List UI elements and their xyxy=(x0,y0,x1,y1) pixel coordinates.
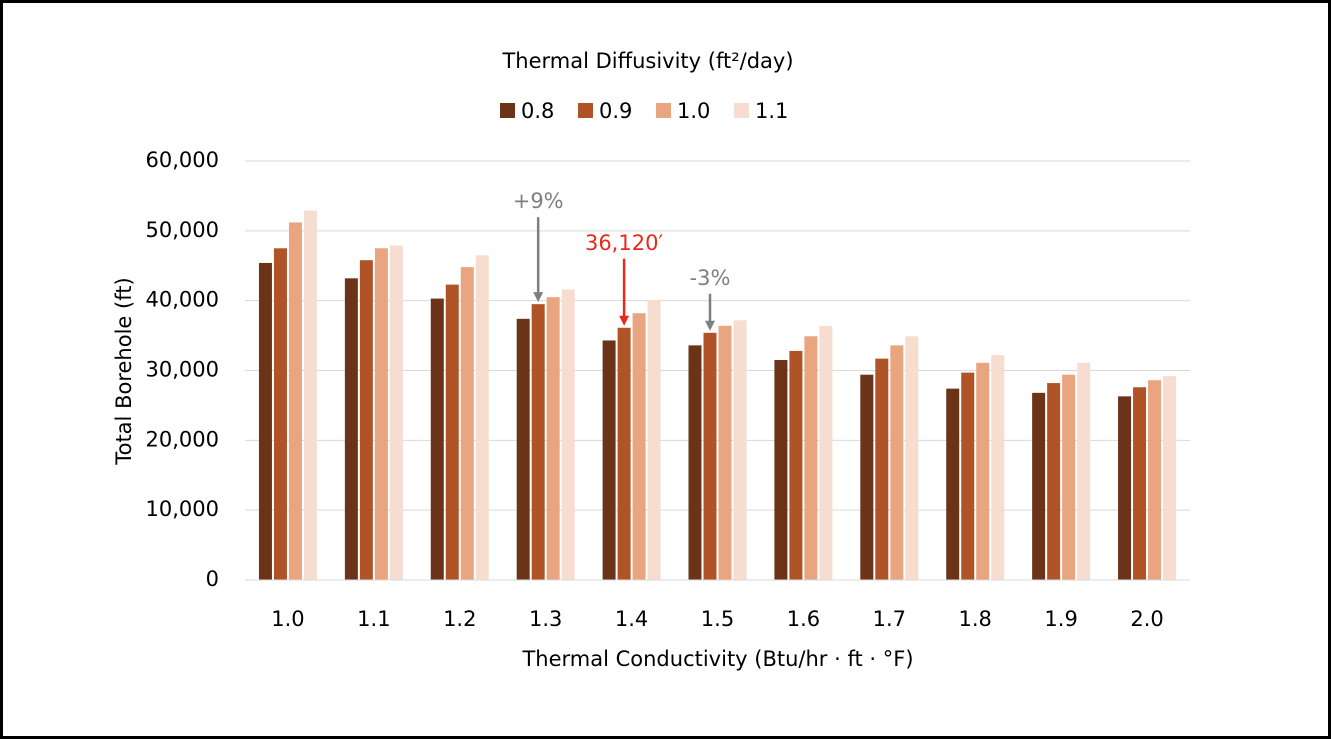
x-tick-label: 1.9 xyxy=(1044,607,1077,631)
bar xyxy=(961,372,975,580)
bar xyxy=(561,289,575,580)
bar xyxy=(617,327,631,580)
bar xyxy=(531,304,545,580)
bar xyxy=(303,210,317,580)
bar xyxy=(1118,396,1132,580)
annotation: 36,120′ xyxy=(585,231,663,255)
bar xyxy=(1163,376,1177,580)
bar xyxy=(632,313,646,580)
x-tick-label: 1.8 xyxy=(959,607,992,631)
bar xyxy=(389,245,403,580)
bar xyxy=(460,267,474,580)
x-tick-label: 1.3 xyxy=(529,607,562,631)
bar xyxy=(1032,392,1046,580)
x-tick-label: 1.5 xyxy=(701,607,734,631)
bar xyxy=(1148,380,1162,580)
y-axis-title: Total Borehole (ft) xyxy=(112,277,136,465)
bar xyxy=(976,362,990,580)
bar xyxy=(890,345,904,580)
y-tick-label: 10,000 xyxy=(146,497,219,521)
bar xyxy=(445,284,459,580)
annotation-arrowhead xyxy=(705,320,715,331)
bar xyxy=(789,350,803,580)
legend-swatch xyxy=(656,103,671,118)
y-tick-label: 60,000 xyxy=(146,148,219,172)
bar xyxy=(288,222,302,580)
x-tick-label: 1.7 xyxy=(873,607,906,631)
bar xyxy=(804,336,818,580)
x-tick-label: 1.6 xyxy=(787,607,820,631)
bar xyxy=(733,320,747,580)
annotation-arrowhead xyxy=(533,292,544,303)
bar xyxy=(647,299,661,580)
legend-swatch xyxy=(578,103,593,118)
x-axis-title: Thermal Conductivity (Btu/hr · ft · °F) xyxy=(521,647,913,671)
bar xyxy=(1077,362,1091,580)
bar xyxy=(875,358,889,580)
y-tick-label: 30,000 xyxy=(146,358,219,382)
bar xyxy=(860,374,874,580)
y-tick-label: 50,000 xyxy=(146,218,219,242)
bar xyxy=(359,260,373,580)
bar xyxy=(819,325,833,580)
bar xyxy=(258,262,272,580)
legend-label: 0.8 xyxy=(521,99,554,123)
bar xyxy=(1062,374,1076,580)
legend-label: 1.1 xyxy=(755,99,788,123)
y-tick-label: 40,000 xyxy=(146,288,219,312)
bar xyxy=(602,340,616,580)
x-tick-label: 1.0 xyxy=(271,607,304,631)
legend-title: Thermal Diffusivity (ft²/day) xyxy=(501,49,793,73)
y-tick-label: 20,000 xyxy=(146,427,219,451)
bar xyxy=(946,388,960,580)
bar xyxy=(273,248,287,580)
chart: Thermal Diffusivity (ft²/day) Thermal Co… xyxy=(112,49,1190,671)
x-tick-label: 1.1 xyxy=(357,607,390,631)
bar xyxy=(1133,387,1147,580)
bar xyxy=(905,336,919,580)
bar xyxy=(475,255,489,580)
bar xyxy=(546,297,560,580)
bar xyxy=(718,325,732,580)
bar xyxy=(774,360,788,580)
bar xyxy=(688,345,702,580)
bar xyxy=(344,278,358,580)
x-tick-label: 1.4 xyxy=(615,607,648,631)
x-tick-label: 2.0 xyxy=(1130,607,1163,631)
legend-label: 0.9 xyxy=(599,99,632,123)
annotation: -3% xyxy=(690,266,731,290)
legend-swatch xyxy=(500,103,515,118)
bar xyxy=(703,332,717,580)
bar xyxy=(430,298,444,580)
y-tick-label: 0 xyxy=(206,567,219,591)
bar xyxy=(1047,383,1061,580)
bar xyxy=(991,355,1005,580)
bar xyxy=(516,318,530,580)
x-tick-label: 1.2 xyxy=(443,607,476,631)
annotation-arrowhead xyxy=(619,315,630,326)
legend-swatch xyxy=(734,103,749,118)
bar xyxy=(374,248,388,580)
legend-label: 1.0 xyxy=(677,99,710,123)
annotation: +9% xyxy=(513,189,564,213)
